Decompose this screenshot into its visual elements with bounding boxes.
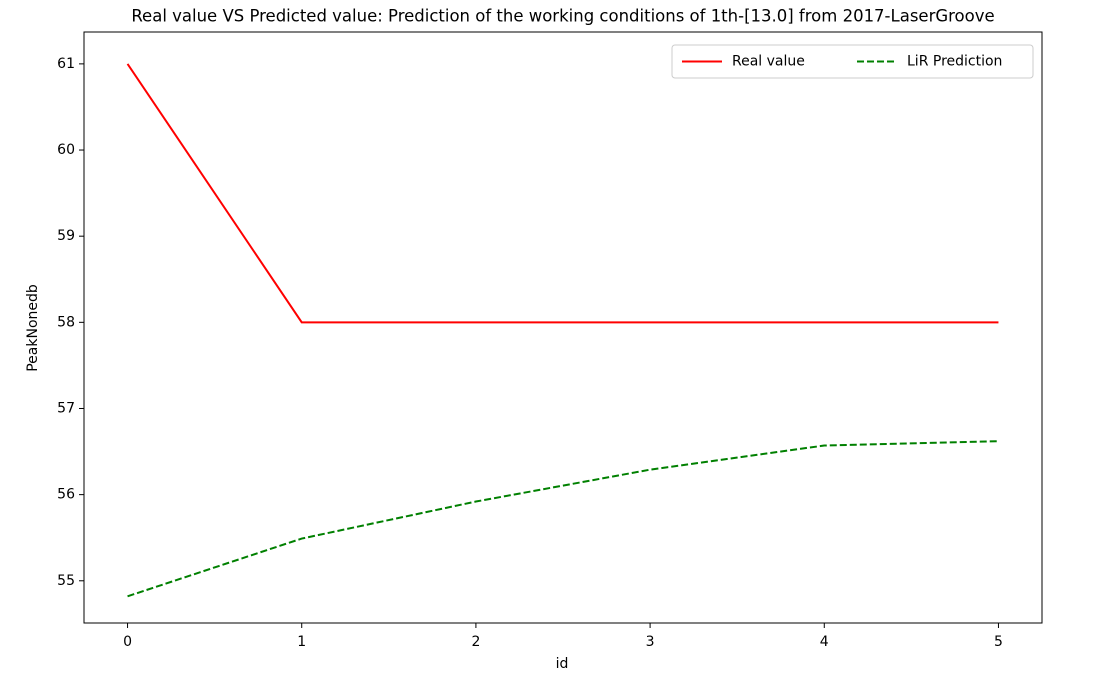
y-tick-label: 61 (57, 56, 75, 72)
y-tick-label: 57 (57, 400, 75, 416)
y-tick-label: 59 (57, 228, 75, 244)
x-tick-label: 1 (297, 634, 306, 650)
chart-title: Real value VS Predicted value: Predictio… (131, 7, 994, 26)
y-tick-label: 55 (57, 573, 75, 589)
axes-frame (83, 31, 1043, 624)
y-axis-label: PeakNonedb (25, 284, 41, 372)
legend-box (671, 44, 1034, 79)
x-tick-label: 2 (471, 634, 480, 650)
x-tick-label: 0 (123, 634, 132, 650)
series-line (126, 63, 999, 324)
legend-label: Real value (732, 54, 805, 70)
y-tick-label: 60 (57, 142, 75, 158)
legend-label: LiR Prediction (907, 54, 1002, 70)
x-tick-label: 3 (646, 634, 655, 650)
x-tick-label: 5 (994, 634, 1003, 650)
x-tick-label: 4 (820, 634, 829, 650)
y-tick-label: 58 (57, 314, 75, 330)
x-axis-label: id (556, 656, 569, 672)
series-line (127, 440, 999, 598)
y-tick-label: 56 (57, 487, 75, 503)
